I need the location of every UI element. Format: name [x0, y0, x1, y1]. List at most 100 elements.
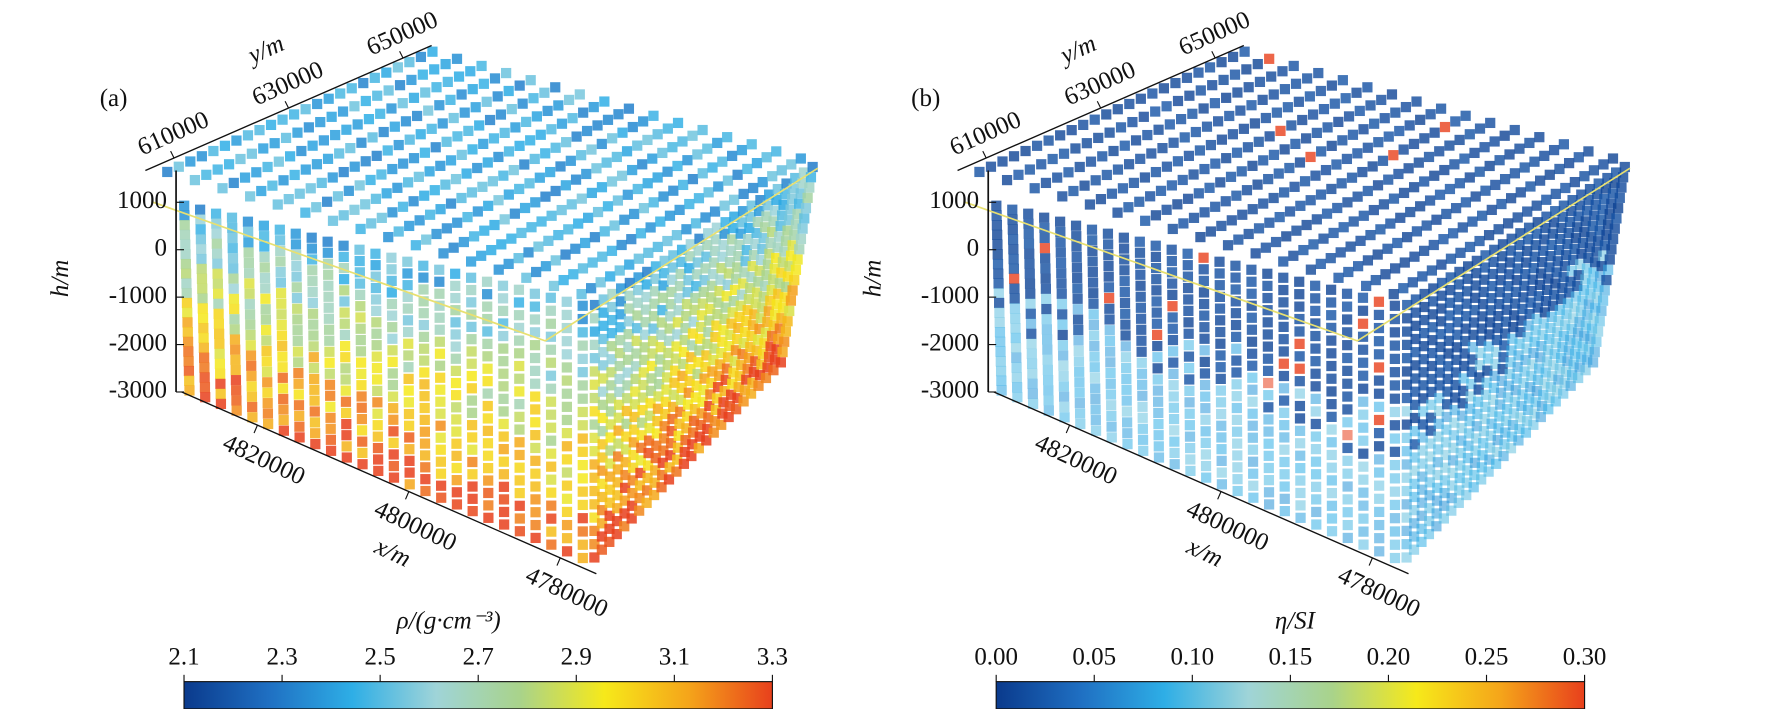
voxel	[760, 327, 771, 338]
voxel	[1281, 231, 1292, 242]
voxel	[387, 345, 398, 356]
voxel	[1262, 292, 1273, 304]
voxel	[1073, 324, 1084, 336]
voxel	[481, 276, 493, 287]
voxel	[1536, 340, 1547, 352]
voxel	[445, 155, 457, 166]
voxel	[715, 359, 726, 370]
voxel	[725, 245, 737, 256]
voxel	[550, 142, 561, 153]
voxel	[589, 512, 600, 523]
voxel	[1392, 237, 1403, 249]
voxel	[424, 166, 435, 177]
voxel	[1367, 161, 1378, 172]
voxel	[1495, 387, 1507, 398]
voxel	[1121, 384, 1132, 395]
voxel	[404, 467, 415, 478]
voxel	[1543, 404, 1554, 415]
voxel	[383, 231, 394, 243]
voxel	[1527, 359, 1538, 370]
voxel	[550, 185, 561, 197]
voxel	[325, 390, 336, 401]
voxel	[1435, 103, 1447, 114]
voxel	[197, 293, 208, 304]
voxel	[1326, 310, 1337, 321]
voxel	[1139, 172, 1151, 183]
voxel	[245, 191, 256, 202]
voxel	[356, 368, 367, 380]
voxel	[1563, 228, 1574, 239]
voxel	[213, 298, 224, 309]
voxel	[693, 357, 704, 368]
voxel	[1450, 392, 1461, 403]
voxel	[1524, 137, 1535, 149]
voxel	[750, 298, 761, 309]
voxel	[1454, 485, 1465, 496]
voxel	[1583, 344, 1594, 355]
voxel	[197, 303, 208, 314]
voxel	[546, 500, 557, 511]
voxel	[1221, 153, 1232, 164]
voxel	[1388, 150, 1399, 161]
voxel	[1525, 181, 1536, 192]
voxel	[1443, 348, 1454, 359]
voxel	[1183, 305, 1194, 317]
voxel	[1266, 71, 1277, 82]
voxel	[1389, 393, 1401, 404]
voxel	[1024, 248, 1035, 259]
voxel	[1020, 145, 1031, 157]
voxel	[1423, 151, 1435, 163]
voxel	[498, 343, 509, 354]
voxel	[392, 62, 403, 73]
voxel	[356, 413, 368, 425]
voxel	[629, 399, 641, 410]
voxel	[589, 392, 600, 404]
voxel	[1026, 328, 1037, 339]
voxel	[1510, 385, 1521, 396]
voxel	[293, 400, 305, 411]
voxel	[1544, 334, 1555, 345]
voxel	[1563, 157, 1575, 169]
voxel	[1435, 329, 1446, 340]
voxel	[1404, 120, 1415, 131]
voxel	[589, 539, 600, 550]
voxel	[211, 238, 222, 249]
voxel	[1311, 481, 1322, 492]
voxel	[1029, 183, 1040, 194]
voxel	[284, 151, 296, 162]
voxel	[1426, 265, 1437, 276]
voxel	[645, 385, 657, 396]
voxel	[1055, 130, 1066, 141]
voxel	[795, 233, 807, 245]
voxel	[1596, 215, 1607, 226]
voxel	[402, 303, 413, 314]
voxel	[243, 237, 254, 248]
voxel	[498, 393, 509, 404]
voxel	[1026, 338, 1037, 349]
voxel	[1358, 474, 1369, 485]
voxel	[715, 274, 726, 285]
voxel	[615, 322, 626, 333]
voxel	[293, 378, 304, 389]
voxel	[294, 188, 305, 199]
voxel	[1185, 454, 1196, 465]
voxel	[1247, 420, 1258, 431]
voxel	[1331, 159, 1342, 170]
voxel	[1322, 122, 1333, 133]
voxel	[684, 263, 695, 274]
voxel	[1081, 138, 1092, 149]
voxel	[1284, 206, 1296, 217]
voxel	[561, 546, 573, 557]
voxel	[1573, 152, 1584, 163]
voxel	[1358, 539, 1369, 550]
voxel	[782, 225, 793, 236]
voxel	[529, 301, 541, 312]
voxel	[1056, 298, 1068, 310]
voxel	[567, 113, 578, 124]
voxel	[705, 389, 716, 400]
voxel	[597, 439, 608, 450]
voxel	[577, 313, 588, 325]
voxel	[660, 408, 671, 420]
voxel	[588, 101, 599, 113]
voxel	[561, 441, 573, 452]
